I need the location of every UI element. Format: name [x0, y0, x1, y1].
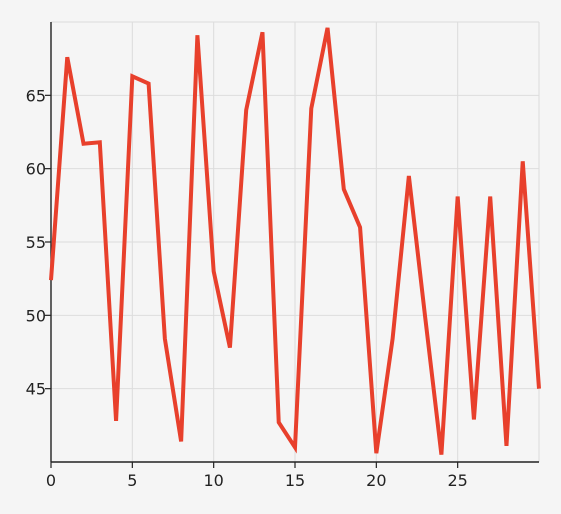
x-tick-label-5: 25	[447, 471, 467, 490]
x-tick-label-4: 20	[366, 471, 386, 490]
axes	[45, 22, 539, 468]
x-tick-label-1: 5	[127, 471, 137, 490]
tick-labels: 0 5 10 15 20 25 45 50 55 60 65	[26, 86, 468, 490]
x-tick-label-2: 10	[203, 471, 223, 490]
y-tick-label-2: 55	[26, 233, 46, 252]
y-tick-label-0: 45	[26, 380, 46, 399]
series-line-0	[49, 27, 541, 455]
grid-lines	[51, 21, 540, 462]
y-tick-label-3: 60	[26, 160, 46, 179]
x-tick-label-0: 0	[46, 471, 56, 490]
x-tick-label-3: 15	[285, 471, 305, 490]
series-layer	[49, 27, 541, 455]
y-tick-label-1: 50	[26, 306, 46, 325]
y-tick-label-4: 65	[26, 86, 46, 105]
